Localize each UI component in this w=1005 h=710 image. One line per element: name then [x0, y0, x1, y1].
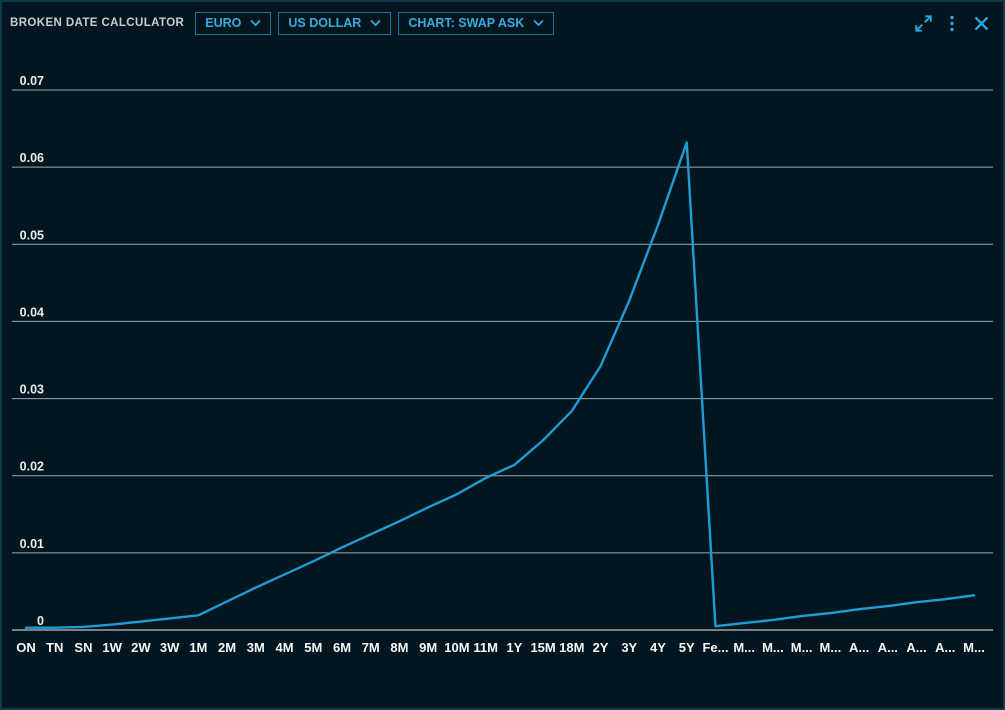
y-axis-label: 0.04	[20, 305, 44, 319]
chevron-down-icon	[370, 19, 381, 27]
x-axis-label: SN	[74, 640, 92, 655]
x-axis-label: 1M	[189, 640, 207, 655]
kebab-menu-icon[interactable]	[943, 14, 961, 32]
x-axis-label: 1Y	[506, 640, 522, 655]
chevron-down-icon	[533, 19, 544, 27]
x-axis-label: 7M	[362, 640, 380, 655]
x-axis-label: 5Y	[679, 640, 695, 655]
x-axis-label: 4M	[276, 640, 294, 655]
x-axis-label: 11M	[473, 640, 498, 655]
x-axis-label: M...	[733, 640, 755, 655]
x-axis-label: 15M	[530, 640, 555, 655]
currency-primary-dropdown[interactable]: EURO	[195, 11, 272, 35]
dropdown-label: EURO	[205, 16, 242, 30]
dropdown-label: US DOLLAR	[288, 16, 362, 30]
x-axis-label: M...	[820, 640, 842, 655]
series-line	[24, 141, 976, 629]
y-axis-label: 0	[37, 614, 44, 628]
dropdown-label: CHART: SWAP ASK	[408, 16, 525, 30]
chevron-down-icon	[250, 19, 261, 27]
x-axis-label: 2Y	[593, 640, 609, 655]
x-axis-label: 5M	[304, 640, 322, 655]
y-axis-label: 0.03	[20, 383, 44, 397]
x-axis-label: 8M	[390, 640, 408, 655]
x-axis-label: ON	[16, 640, 36, 655]
x-axis-label: 10M	[444, 640, 469, 655]
x-axis-label: 9M	[419, 640, 437, 655]
y-axis-label: 0.06	[20, 151, 44, 165]
x-axis-label: A...	[935, 640, 955, 655]
header-icons	[914, 14, 1003, 32]
x-axis-label: 18M	[559, 640, 584, 655]
x-axis-label: Fe...	[702, 640, 728, 655]
expand-icon[interactable]	[914, 14, 932, 32]
x-axis-label: TN	[46, 640, 63, 655]
x-axis-label: M...	[963, 640, 985, 655]
y-axis-label: 0.02	[20, 460, 44, 474]
currency-secondary-dropdown[interactable]: US DOLLAR	[278, 11, 392, 35]
chart-type-dropdown[interactable]: CHART: SWAP ASK	[398, 11, 555, 35]
y-axis-label: 0.07	[20, 74, 44, 88]
close-icon[interactable]	[972, 14, 990, 32]
x-axis-label: 3W	[160, 640, 180, 655]
x-axis-label: 3M	[247, 640, 265, 655]
x-axis-label: 2M	[218, 640, 236, 655]
page-title: BROKEN DATE CALCULATOR	[10, 17, 185, 29]
x-axis-label: 2W	[131, 640, 151, 655]
x-axis-label: M...	[791, 640, 813, 655]
x-axis-label: 3Y	[621, 640, 637, 655]
x-axis-label: 1W	[102, 640, 122, 655]
y-axis-label: 0.05	[20, 228, 44, 242]
x-axis-label: A...	[849, 640, 869, 655]
x-axis-label: 4Y	[650, 640, 666, 655]
x-axis-label: A...	[878, 640, 898, 655]
y-axis-label: 0.01	[20, 537, 44, 551]
x-axis-label: M...	[762, 640, 784, 655]
header: BROKEN DATE CALCULATOR EURO US DOLLAR CH…	[2, 2, 1003, 44]
x-axis-label: 6M	[333, 640, 351, 655]
x-axis-label: A...	[906, 640, 926, 655]
